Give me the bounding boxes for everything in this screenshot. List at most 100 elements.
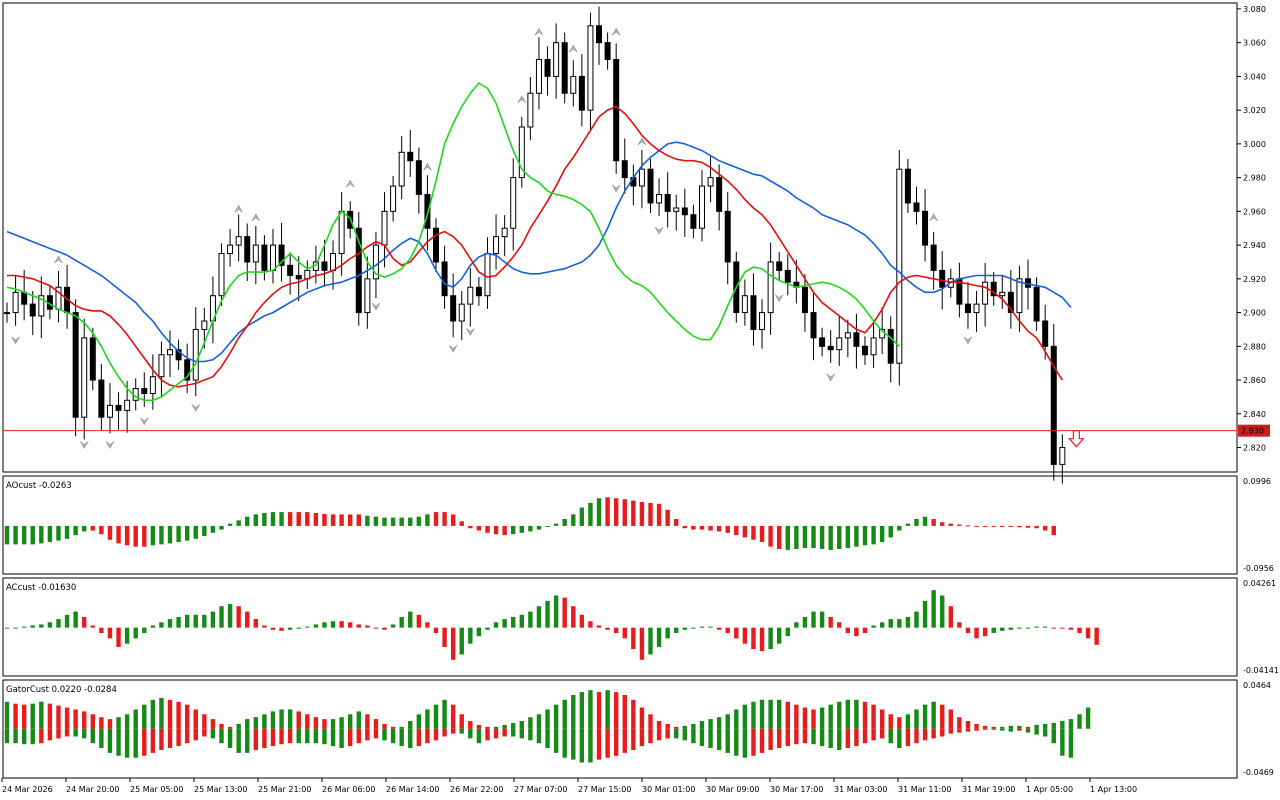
candle [304,260,311,289]
gator-upper-bar [399,726,404,729]
gator-upper-bar [296,711,301,729]
ac-bar [219,606,224,628]
candle-body-bear [184,359,191,381]
gator-lower-bar [99,728,104,749]
gator-upper-bar [828,704,833,729]
gator-lower-bar [1068,728,1074,758]
ao-bar [305,512,310,526]
gator-lower-bar [982,728,988,730]
time-tick-label: 30 Mar 17:00 [770,785,823,794]
ao-bar [708,525,713,531]
fractal-down-icon [654,226,664,235]
gator-lower-bar [819,728,825,747]
gator-upper-bar [596,692,602,729]
candle [441,245,448,309]
gator-lower-bar [365,728,370,741]
time-tick-label: 25 Mar 13:00 [194,785,247,794]
candle-body-bear [827,345,834,351]
price-tick-label: 2.900 [1243,309,1266,318]
ao-bar [897,525,902,531]
ac-bar [313,624,319,628]
gator-lower-bar [30,728,35,745]
gator-lower-bar [124,728,130,758]
candle [656,178,663,217]
ac-bar [348,622,353,628]
candle-body-bull [192,328,199,381]
gator-lower-bar [528,728,533,741]
ac-bar [682,627,688,630]
gator-upper-bar [124,714,130,729]
gator-lower-bar [167,728,173,749]
time-tick-label: 1 Apr 05:00 [1026,785,1073,794]
gator-lower-bar [399,728,404,747]
ac-bar [39,624,44,628]
candle-body-bear [1050,345,1057,465]
candle-body-bull [4,312,10,315]
gator-upper-bar [116,717,121,729]
ao-bar [1042,525,1048,531]
gator-lower-bar [545,728,550,749]
candle [630,164,637,206]
gator-lower-bar [459,728,464,734]
candle-body-bear [321,261,328,271]
ao-bar [759,525,765,543]
gator-upper-bar [270,711,276,729]
ao-bottom-label: -0.0956 [1243,564,1274,573]
candle-body-bull [518,126,525,179]
time-tick-label: 27 Mar 15:00 [578,785,631,794]
time-tick-label: 26 Mar 14:00 [386,785,439,794]
ao-bar [871,525,876,545]
ao-bar [656,503,662,526]
ao-bar [21,525,27,545]
ac-bar [485,627,490,630]
candle-body-bear [784,269,791,283]
gator-upper-bar [245,719,250,729]
gator-upper-bar [579,692,585,729]
ao-bar [545,525,550,527]
gator-upper-bar [56,705,61,729]
ac-bar [64,614,70,628]
ao-bar [511,525,516,535]
ao-bar [879,525,885,543]
time-tick-label: 31 Mar 19:00 [962,785,1015,794]
gator-upper-bar [905,714,911,729]
gator-lower-bar [322,728,327,745]
ao-bar [1034,525,1039,529]
candle [647,159,654,214]
ao-bar [13,525,18,545]
gator-lower-bar [957,728,962,733]
price-tick-label: 2.980 [1243,174,1266,183]
gator-upper-bar [21,704,27,729]
candle-body-bear [990,281,997,297]
ac-bar [957,622,962,628]
candle-body-bear [922,210,929,246]
candle-body-bear [98,379,105,418]
ac-bar [382,627,387,630]
candle-body-bear [690,214,697,229]
candle-body-bear [604,42,611,61]
ac-bar [1042,626,1048,628]
candle [1050,324,1057,481]
gator-upper-bar [845,699,851,729]
candle [716,164,723,231]
gator-upper-bar [674,726,679,729]
candle-body-bear [647,168,654,204]
candle [930,231,937,290]
ao-bar [588,502,593,526]
ao-bar [39,525,44,544]
ac-bar [408,611,413,628]
fractal-down-icon [140,417,149,426]
ac-bar [468,627,473,644]
ac-bar [390,624,396,628]
gator-upper-bar [450,704,456,729]
ac-bar [202,614,207,628]
gator-upper-bar [348,714,353,729]
ac-bar [184,614,190,628]
time-tick-label: 26 Mar 06:00 [322,785,375,794]
candle-body-bear [913,202,920,212]
ma-line-0 [6,141,1072,363]
ac-bar [330,621,336,628]
gator-lower-bar [73,728,78,737]
